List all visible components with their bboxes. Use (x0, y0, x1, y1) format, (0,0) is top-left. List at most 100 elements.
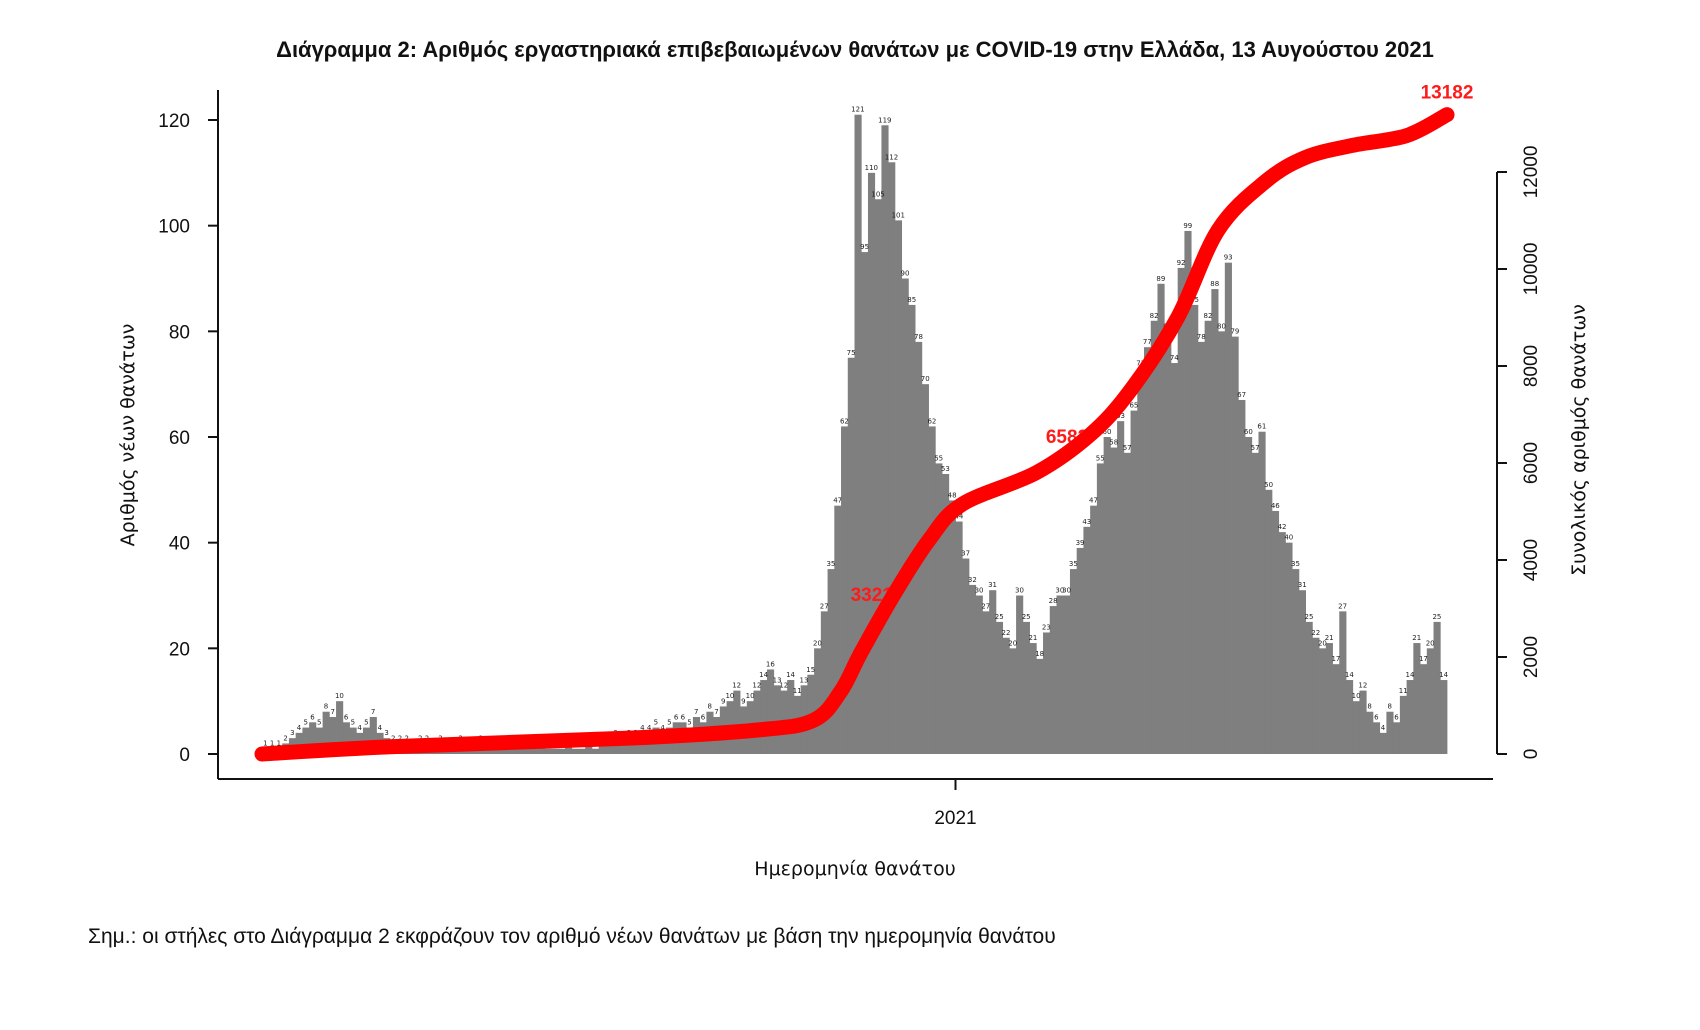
bar-value-label: 62 (840, 417, 849, 425)
bar-value-label: 14 (786, 671, 795, 679)
bar-value-label: 95 (860, 243, 869, 251)
bar (1224, 262, 1232, 754)
bar (1204, 320, 1212, 754)
bar (881, 125, 889, 755)
bar (955, 521, 963, 754)
bar (1231, 336, 1239, 754)
bar (571, 748, 579, 754)
bar-value-label: 2 (398, 734, 402, 742)
bar (1285, 542, 1293, 754)
bar (309, 722, 317, 754)
bar (975, 595, 983, 754)
bar-value-label: 82 (1204, 312, 1213, 320)
bar-value-label: 21 (1412, 634, 1421, 642)
y-tick-label: 0 (179, 745, 190, 766)
bar-value-label: 5 (364, 719, 368, 727)
bar (484, 748, 492, 754)
bar-value-label: 46 (1271, 502, 1280, 510)
bar-value-label: 61 (1257, 423, 1266, 431)
bar (1157, 283, 1165, 754)
bar-value-label: 31 (1298, 581, 1307, 589)
bar-value-label: 25 (1432, 613, 1441, 621)
bar-value-label: 14 (1406, 671, 1415, 679)
bar (322, 711, 330, 754)
bar (558, 748, 566, 754)
bar (1110, 447, 1118, 754)
bar (841, 426, 849, 754)
bar (968, 584, 977, 754)
bar-value-label: 30 (1015, 587, 1024, 595)
bar-value-label: 1 (270, 740, 274, 748)
bar (1049, 606, 1057, 754)
bar-value-label: 8 (1388, 703, 1392, 711)
bar-value-label: 4 (1381, 724, 1386, 732)
bar (787, 680, 795, 754)
bar-value-label: 58 (1109, 439, 1118, 447)
bar (1130, 410, 1138, 754)
bar-value-label: 6 (310, 713, 315, 721)
bar (524, 748, 532, 754)
y-axis-label: Αριθμός νέων θανάτων (117, 324, 139, 547)
bar-value-label: 70 (921, 375, 930, 383)
bar (1137, 368, 1145, 754)
bar-value-label: 85 (907, 296, 916, 304)
bar (760, 680, 768, 754)
bar-value-label: 37 (961, 550, 970, 558)
x-tick: 2021 (934, 779, 977, 829)
bar-value-label: 30 (1062, 587, 1071, 595)
y2-tick-label: 0 (1521, 749, 1542, 760)
bar (1144, 347, 1152, 754)
bar-value-label: 110 (865, 164, 878, 172)
bar-value-label: 10 (1352, 692, 1361, 700)
bar-value-label: 62 (927, 417, 936, 425)
bar (908, 304, 916, 754)
bar-value-label: 10 (335, 692, 344, 700)
bar (497, 748, 505, 754)
bar (1036, 658, 1044, 754)
bar (544, 748, 552, 754)
chart-title: Διάγραμμα 2: Αριθμός εργαστηριακά επιβεβ… (276, 37, 1434, 62)
bar-value-label: 50 (1264, 481, 1273, 489)
bar-value-label: 2 (283, 734, 287, 742)
bar-value-label: 6 (701, 713, 706, 721)
bar (302, 727, 310, 754)
bar-value-label: 60 (1244, 428, 1253, 436)
bar-value-label: 14 (1439, 671, 1448, 679)
bar-value-label: 5 (304, 719, 308, 727)
bar-value-label: 90 (901, 270, 910, 278)
bar (1238, 400, 1246, 754)
cumulative-line (254, 107, 1455, 762)
bar (1016, 595, 1024, 754)
bar-value-label: 14 (759, 671, 768, 679)
footnote: Σημ.: οι στήλες στο Διάγραμμα 2 εκφράζου… (88, 925, 1056, 948)
bar-value-label: 15 (806, 666, 815, 674)
bar-value-label: 7 (330, 708, 334, 716)
bar (962, 558, 970, 754)
bar (888, 162, 896, 754)
bar-value-label: 44 (954, 513, 963, 521)
bar-value-label: 1 (277, 740, 281, 748)
bar (369, 717, 377, 754)
bar-value-label: 119 (878, 116, 891, 124)
bar (329, 717, 337, 754)
bar-value-label: 67 (1237, 391, 1246, 399)
bar (1265, 489, 1273, 754)
bar-value-label: 88 (1210, 280, 1219, 288)
bar-value-label: 11 (793, 687, 802, 695)
bar-value-label: 31 (988, 581, 997, 589)
bar-value-label: 30 (1055, 587, 1064, 595)
bar-value-label: 92 (1177, 259, 1186, 267)
bar-value-label: 7 (371, 708, 375, 716)
annotation-total: 13182 (1421, 83, 1474, 104)
bar (511, 748, 519, 754)
bar-value-label: 57 (1251, 444, 1260, 452)
bar (820, 611, 828, 754)
bar-value-label: 35 (1291, 560, 1300, 568)
bar (1258, 431, 1266, 754)
bar-value-label: 12 (732, 682, 741, 690)
y2-tick-label: 6000 (1521, 442, 1542, 484)
bar (295, 732, 303, 754)
bar (632, 738, 640, 754)
bar (942, 473, 950, 754)
bar (1332, 664, 1340, 754)
